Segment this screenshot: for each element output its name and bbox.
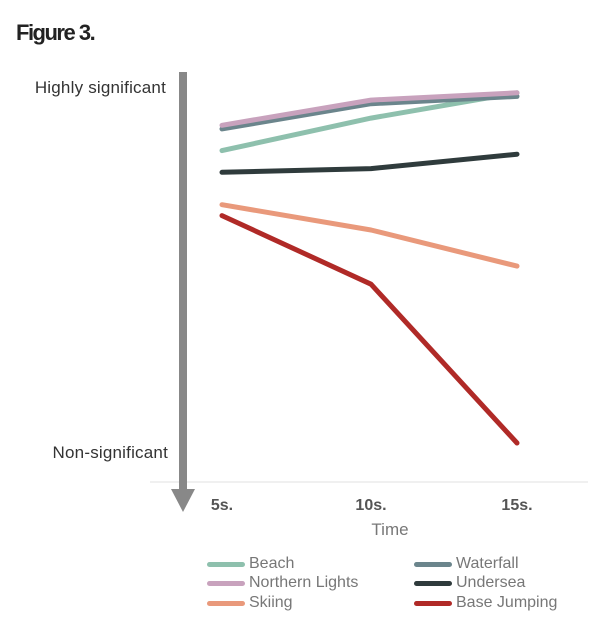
legend-swatch xyxy=(414,561,452,567)
figure-title: Figure 3. xyxy=(16,20,96,45)
legend-label: Skiing xyxy=(249,594,293,611)
legend-label: Northern Lights xyxy=(249,574,359,591)
x-tick-label: 10s. xyxy=(355,497,387,514)
series-line-undersea xyxy=(219,151,520,175)
legend-label: Waterfall xyxy=(456,555,519,572)
legend-item-northern-lights: Northern Lights xyxy=(207,574,358,592)
series-line-waterfall xyxy=(219,93,520,132)
y-axis-arrow-head xyxy=(171,489,195,512)
legend-item-waterfall: Waterfall xyxy=(414,555,519,573)
y-annotation-top: Highly significant xyxy=(34,78,166,97)
x-tick-label: 15s. xyxy=(501,497,533,514)
legend-label: Undersea xyxy=(456,574,526,591)
legend-label: Base Jumping xyxy=(456,594,558,611)
legend-item-undersea: Undersea xyxy=(414,574,525,592)
legend-item-skiing: Skiing xyxy=(207,594,293,612)
x-tick-label: 5s. xyxy=(210,497,234,514)
legend-item-base-jumping: Base Jumping xyxy=(414,594,557,612)
legend-swatch xyxy=(207,600,245,606)
series-line-northern-lights xyxy=(219,90,520,128)
series-line-skiing xyxy=(219,202,520,269)
legend-swatch xyxy=(414,600,452,606)
legend-swatch xyxy=(207,561,245,567)
legend-label: Beach xyxy=(249,555,295,572)
legend-swatch xyxy=(414,580,452,586)
y-annotation-bottom: Non-significant xyxy=(52,443,168,462)
x-axis-label: Time xyxy=(371,520,409,539)
legend-swatch xyxy=(207,580,245,586)
series-line-base-jumping xyxy=(219,213,520,446)
legend-item-beach: Beach xyxy=(207,555,294,573)
